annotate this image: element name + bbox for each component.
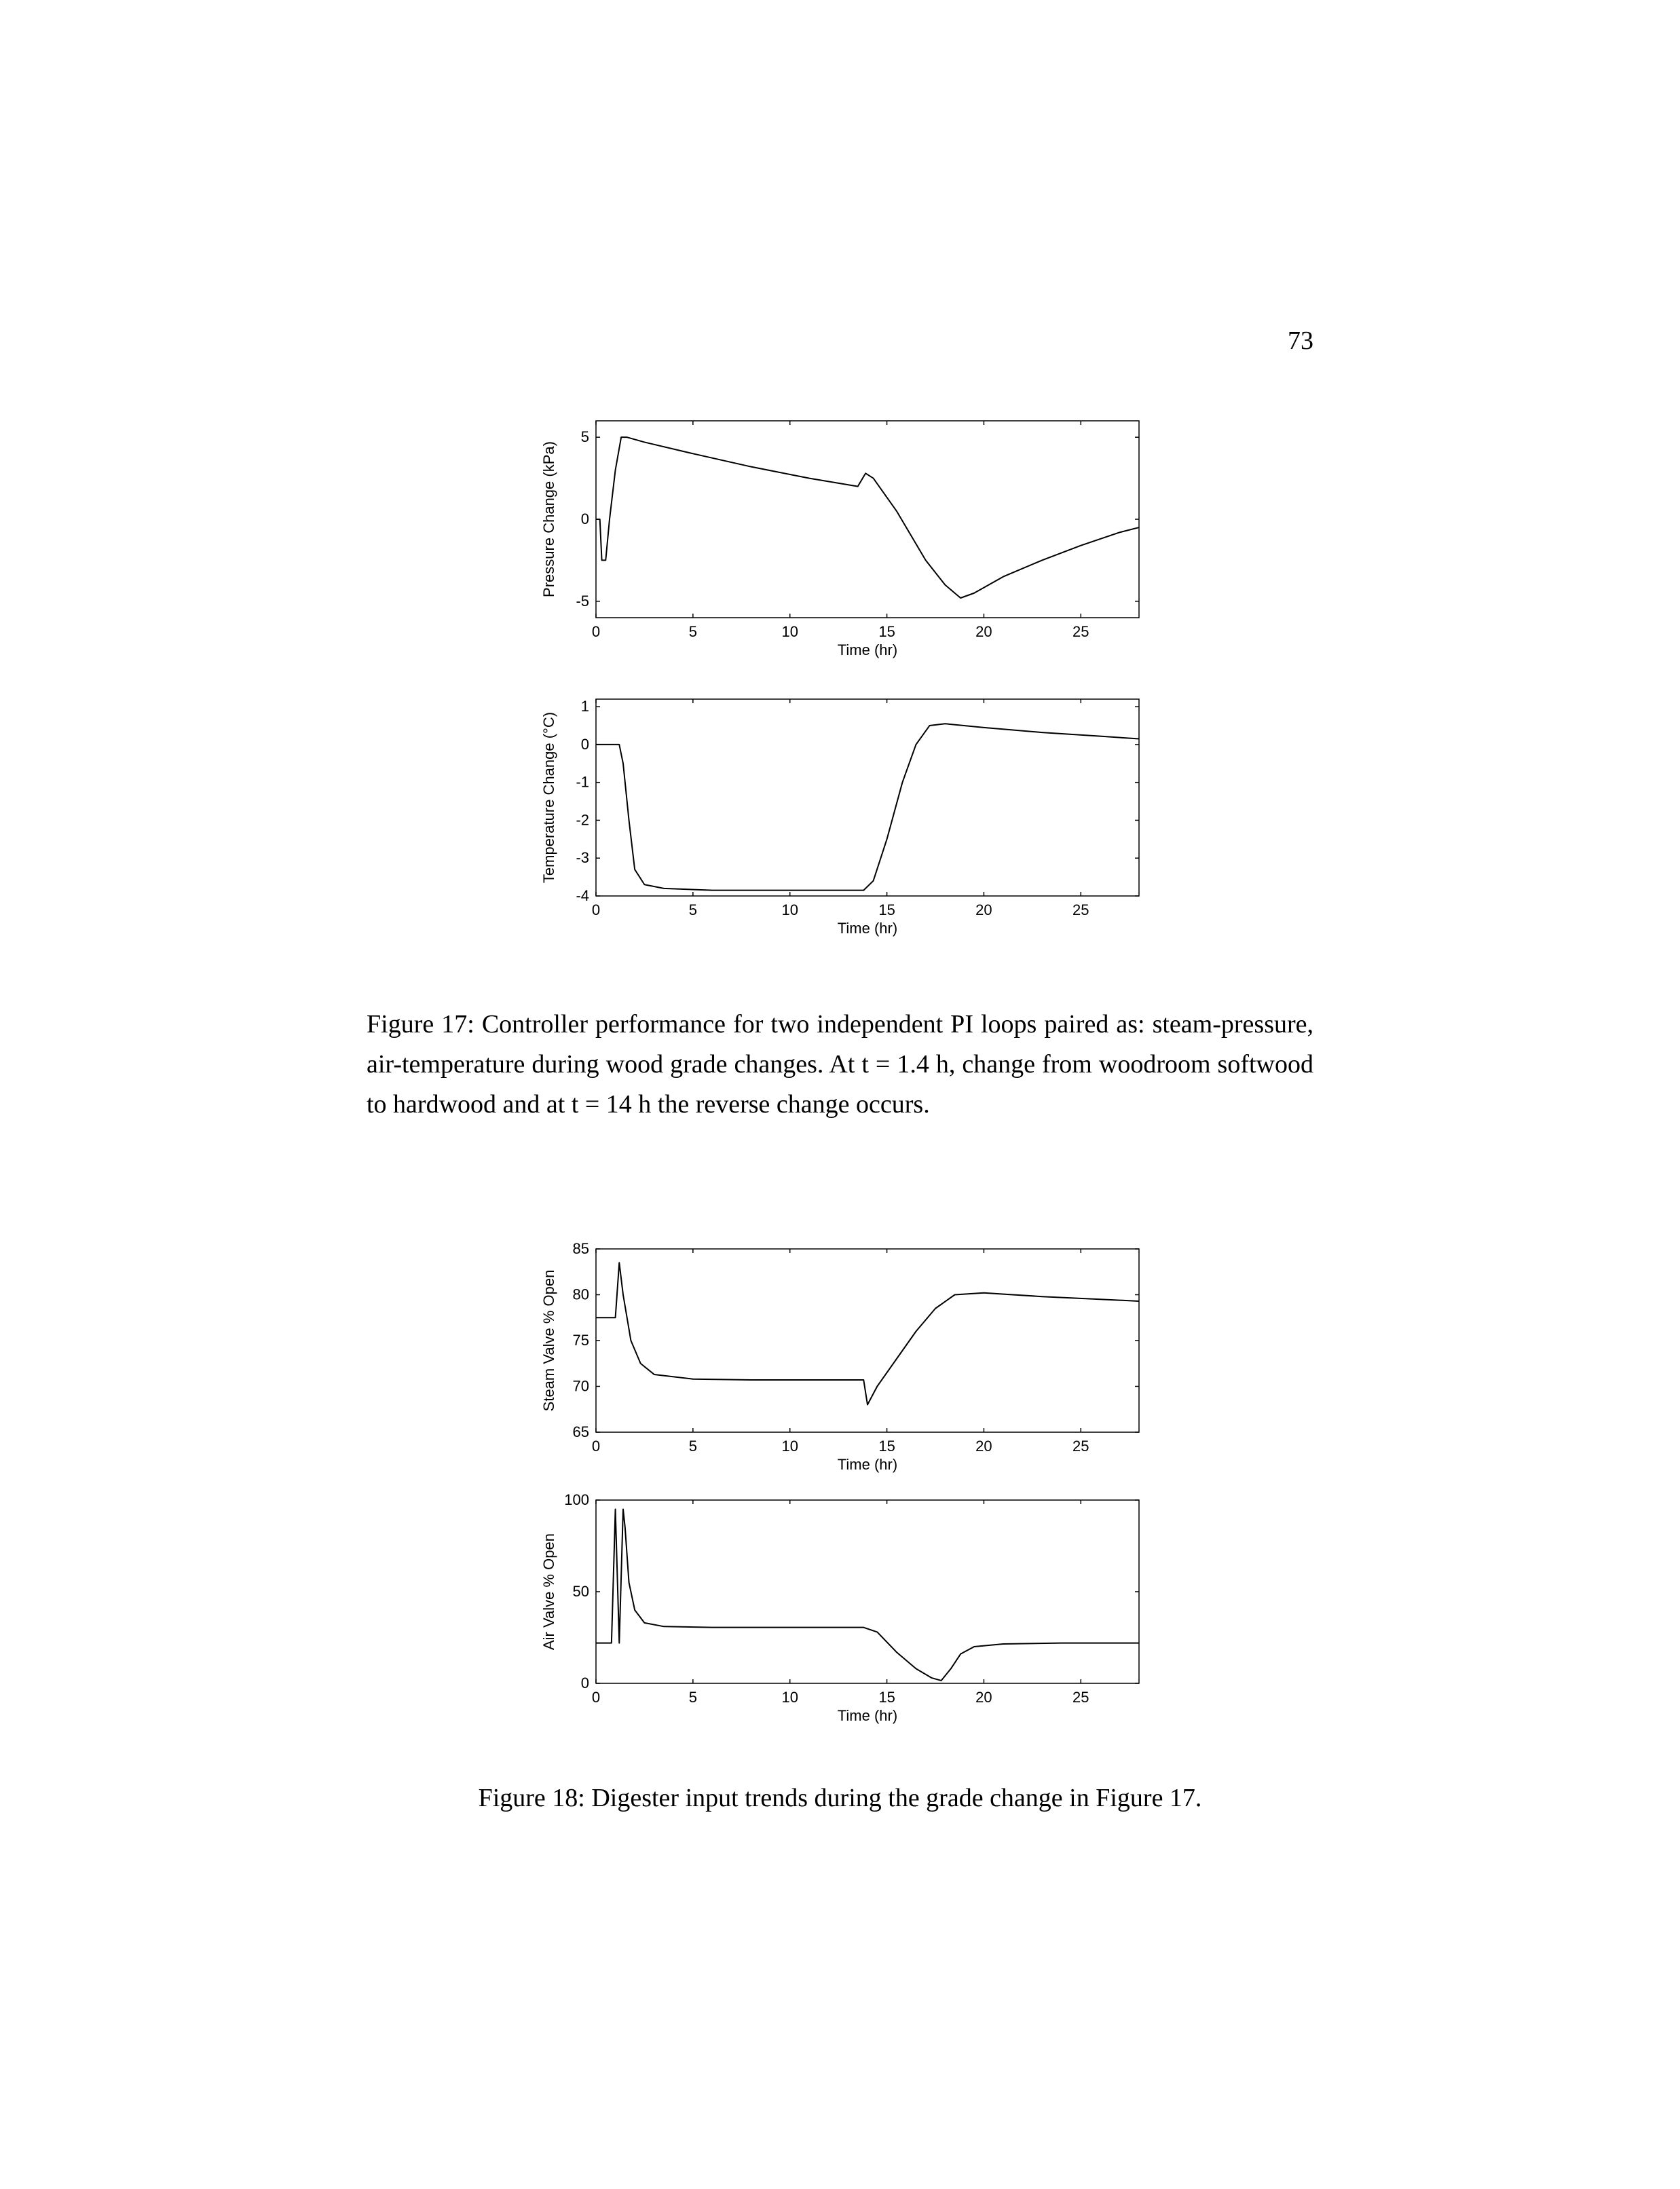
svg-text:Temperature Change (°C): Temperature Change (°C)	[540, 712, 557, 883]
svg-text:10: 10	[781, 1689, 798, 1706]
svg-text:5: 5	[688, 901, 696, 918]
svg-text:70: 70	[572, 1378, 589, 1395]
svg-text:Steam Valve % Open: Steam Valve % Open	[540, 1270, 557, 1412]
svg-text:85: 85	[572, 1240, 589, 1257]
svg-text:Time (hr): Time (hr)	[837, 1707, 897, 1724]
figure-17-svg: 0510152025-505Time (hr)Pressure Change (…	[494, 400, 1187, 957]
svg-text:20: 20	[975, 1689, 992, 1706]
svg-text:Air Valve % Open: Air Valve % Open	[540, 1533, 557, 1650]
svg-text:20: 20	[975, 623, 992, 640]
figure-17-caption: Figure 17: Controller performance for tw…	[367, 1005, 1313, 1125]
svg-text:Pressure Change (kPa): Pressure Change (kPa)	[540, 441, 557, 597]
svg-text:80: 80	[572, 1286, 589, 1303]
svg-text:0: 0	[591, 1689, 599, 1706]
figure-18-svg: 0 5 10 15 20 25 65 70 75 80 85 Time (hr) Steam Valve…	[494, 1235, 1187, 1724]
figure-17: 0510152025-505Time (hr)Pressure Change (…	[494, 400, 1187, 957]
svg-text:75: 75	[572, 1332, 589, 1349]
svg-text:0: 0	[591, 623, 599, 640]
svg-text:Time (hr): Time (hr)	[837, 641, 897, 658]
svg-text:65: 65	[572, 1423, 589, 1440]
svg-text:-1: -1	[576, 774, 589, 791]
svg-text:0: 0	[591, 1438, 599, 1455]
svg-text:15: 15	[878, 623, 895, 640]
svg-text:0: 0	[580, 736, 589, 753]
svg-text:10: 10	[781, 901, 798, 918]
svg-text:0: 0	[580, 1675, 589, 1691]
svg-text:100: 100	[564, 1491, 589, 1508]
svg-text:15: 15	[878, 1689, 895, 1706]
svg-text:50: 50	[572, 1583, 589, 1600]
svg-text:Time (hr): Time (hr)	[837, 920, 897, 937]
figure-18-caption: Figure 18: Digester input trends during …	[367, 1778, 1313, 1818]
svg-text:-5: -5	[576, 593, 589, 610]
svg-text:5: 5	[688, 1689, 696, 1706]
svg-text:25: 25	[1072, 1438, 1089, 1455]
svg-text:Time (hr): Time (hr)	[837, 1456, 897, 1473]
svg-text:15: 15	[878, 1438, 895, 1455]
svg-text:25: 25	[1072, 901, 1089, 918]
svg-text:10: 10	[781, 623, 798, 640]
svg-text:20: 20	[975, 1438, 992, 1455]
svg-text:5: 5	[688, 1438, 696, 1455]
svg-text:5: 5	[688, 623, 696, 640]
svg-text:0: 0	[591, 901, 599, 918]
svg-text:20: 20	[975, 901, 992, 918]
svg-text:15: 15	[878, 901, 895, 918]
svg-text:-3: -3	[576, 849, 589, 866]
svg-text:25: 25	[1072, 1689, 1089, 1706]
page-number: 73	[1288, 326, 1313, 356]
figure-18: 0 5 10 15 20 25 65 70 75 80 85 Time (hr) Steam Valve…	[494, 1235, 1187, 1724]
svg-text:0: 0	[580, 510, 589, 527]
svg-text:-2: -2	[576, 811, 589, 828]
svg-text:1: 1	[580, 698, 589, 715]
svg-text:10: 10	[781, 1438, 798, 1455]
svg-text:-4: -4	[576, 887, 589, 904]
svg-text:25: 25	[1072, 623, 1089, 640]
svg-text:5: 5	[580, 428, 589, 445]
